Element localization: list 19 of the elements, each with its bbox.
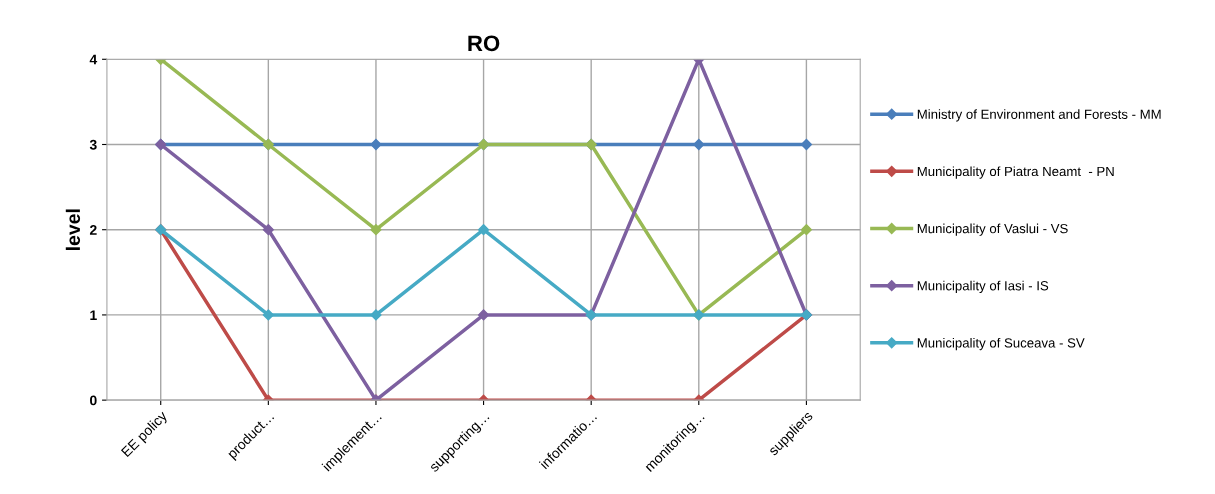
legend-label: Municipality of Piatra Neamt - PN [917, 166, 1114, 179]
point [262, 224, 274, 236]
legend-label: Municipality of Suceava - SV [917, 337, 1085, 351]
point [477, 224, 490, 236]
legend-label: Municipality of Iasi - IS [917, 280, 1049, 294]
point [370, 309, 382, 321]
y-tick-label: 4 [89, 54, 98, 65]
y-tick-label: 0 [90, 395, 97, 406]
legend-label: Municipality of Vaslui - VS [917, 223, 1068, 236]
y-tick-label: 2 [89, 225, 97, 235]
legend-label: Ministry of Environment and Forests - MM [917, 109, 1161, 122]
y-tick-label: 3 [89, 139, 97, 150]
y-tick-label: 1 [90, 310, 97, 320]
point [370, 224, 382, 236]
point [262, 309, 274, 321]
point [800, 224, 813, 236]
chart-title: RO [468, 35, 500, 52]
point [370, 138, 382, 151]
y-axis-title: level [65, 209, 81, 250]
